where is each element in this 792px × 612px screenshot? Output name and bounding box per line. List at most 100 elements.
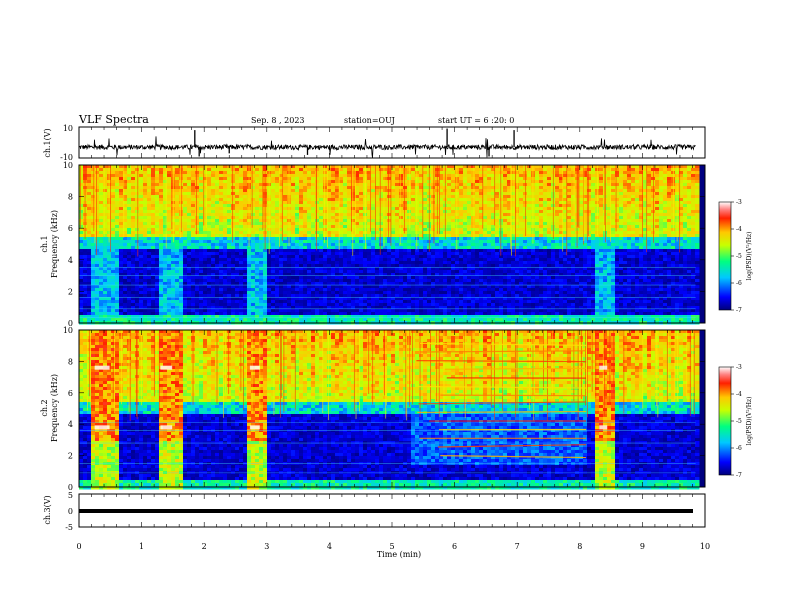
spectrogram-cell [375,177,380,181]
spectrogram-cell [143,318,148,322]
spectrogram-cell [399,294,404,298]
spectrogram-cell [95,279,100,283]
spectrogram-cell [371,195,376,199]
spectrogram-cell [395,240,400,244]
spectrogram-cell [131,261,136,265]
spectrogram-cell [239,207,244,211]
spectrogram-cell [359,219,364,223]
spectrogram-cell [319,294,324,298]
spectrogram-cell [139,222,144,226]
spectrogram-cell [227,195,232,199]
spectrogram-cell [415,207,420,211]
spectrogram-cell [339,306,344,310]
spectrogram-cell [439,165,444,169]
spectrogram-cell [419,168,424,172]
spectrogram-cell [435,258,440,262]
spectrogram-cell [307,243,312,247]
spectrogram-cell [303,306,308,310]
spectrogram-cell [331,243,336,247]
spectrogram-cell [399,174,404,178]
spectrogram-cell [187,297,192,301]
spectrogram-cell [263,258,268,262]
spectrogram-cell [207,303,212,307]
spectrogram-cell [219,174,224,178]
spectrogram-cell [87,192,92,196]
spectrogram-cell [131,207,136,211]
spectrogram-cell [347,192,352,196]
spectrogram-cell [231,249,236,253]
spectrogram-cell [163,243,168,247]
spectrogram-cell [343,264,348,268]
spectrogram-cell [151,216,156,220]
spectrogram-cell [371,186,376,190]
spectrogram-cell [415,309,420,313]
spectrogram-cell [163,207,168,211]
spectrogram-cell [431,282,436,286]
spectrogram-cell [279,276,284,280]
spectrogram-cell [263,291,268,295]
spectrogram-cell [435,285,440,289]
spectrogram-cell [375,258,380,262]
spectrogram-cell [95,222,100,226]
spectrogram-cell [395,276,400,280]
spectrogram-cell [375,171,380,175]
spectrogram-cell [403,258,408,262]
spectrogram-cell [191,231,196,235]
spectrogram-cell [107,306,112,310]
spectrogram-cell [283,222,288,226]
spectrogram-cell [147,237,152,241]
spectrogram-cell [287,306,292,310]
spectrogram-cell [151,264,156,268]
spectrogram-cell [239,219,244,223]
spectrogram-cell [435,249,440,253]
spectrogram-cell [211,312,216,316]
spectrogram-cell [151,267,156,271]
spectrogram-cell [123,183,128,187]
spectrogram-cell [395,192,400,196]
spectrogram-cell [243,249,248,253]
spectrogram-cell [375,249,380,253]
spectrogram-cell [291,294,296,298]
spectrogram-cell [143,240,148,244]
spectrogram-cell [167,237,172,241]
spectrogram-cell [147,300,152,304]
spectrogram-cell [219,312,224,316]
spectrogram-cell [251,198,256,202]
spectrogram-cell [195,234,200,238]
spectrogram-cell [323,312,328,316]
spectrogram-cell [179,246,184,250]
spectrogram-cell [159,189,164,193]
spectrogram-cell [367,270,372,274]
spectrogram-cell [331,276,336,280]
spectrogram-cell [119,213,124,217]
spectrogram-cell [159,261,164,265]
spectrogram-cell [339,309,344,313]
spectrogram-cell [179,300,184,304]
spectrogram-cell [327,180,332,184]
spectrogram-cell [359,255,364,259]
spectrogram-cell [195,207,200,211]
spectrogram-cell [155,171,160,175]
spectrogram-cell [207,207,212,211]
spectrogram-cell [239,258,244,262]
spectrogram-cell [315,195,320,199]
spectrogram-cell [227,297,232,301]
spectrogram-cell [239,285,244,289]
spectrogram-cell [423,273,428,277]
spectrogram-cell [127,228,132,232]
spectrogram-cell [115,291,120,295]
spectrogram-cell [215,171,220,175]
spectrogram-cell [435,312,440,316]
spectrogram-cell [159,270,164,274]
spectrogram-cell [371,192,376,196]
spectrogram-cell [199,216,204,220]
spectrogram-cell [175,246,180,250]
spectrogram-cell [123,243,128,247]
spectrogram-cell [431,252,436,256]
spectrogram-cell [239,198,244,202]
spectrogram-cell [235,174,240,178]
spectrogram-cell [283,171,288,175]
spectrogram-cell [127,240,132,244]
spectrogram-cell [171,291,176,295]
spectrogram-cell [95,255,100,259]
